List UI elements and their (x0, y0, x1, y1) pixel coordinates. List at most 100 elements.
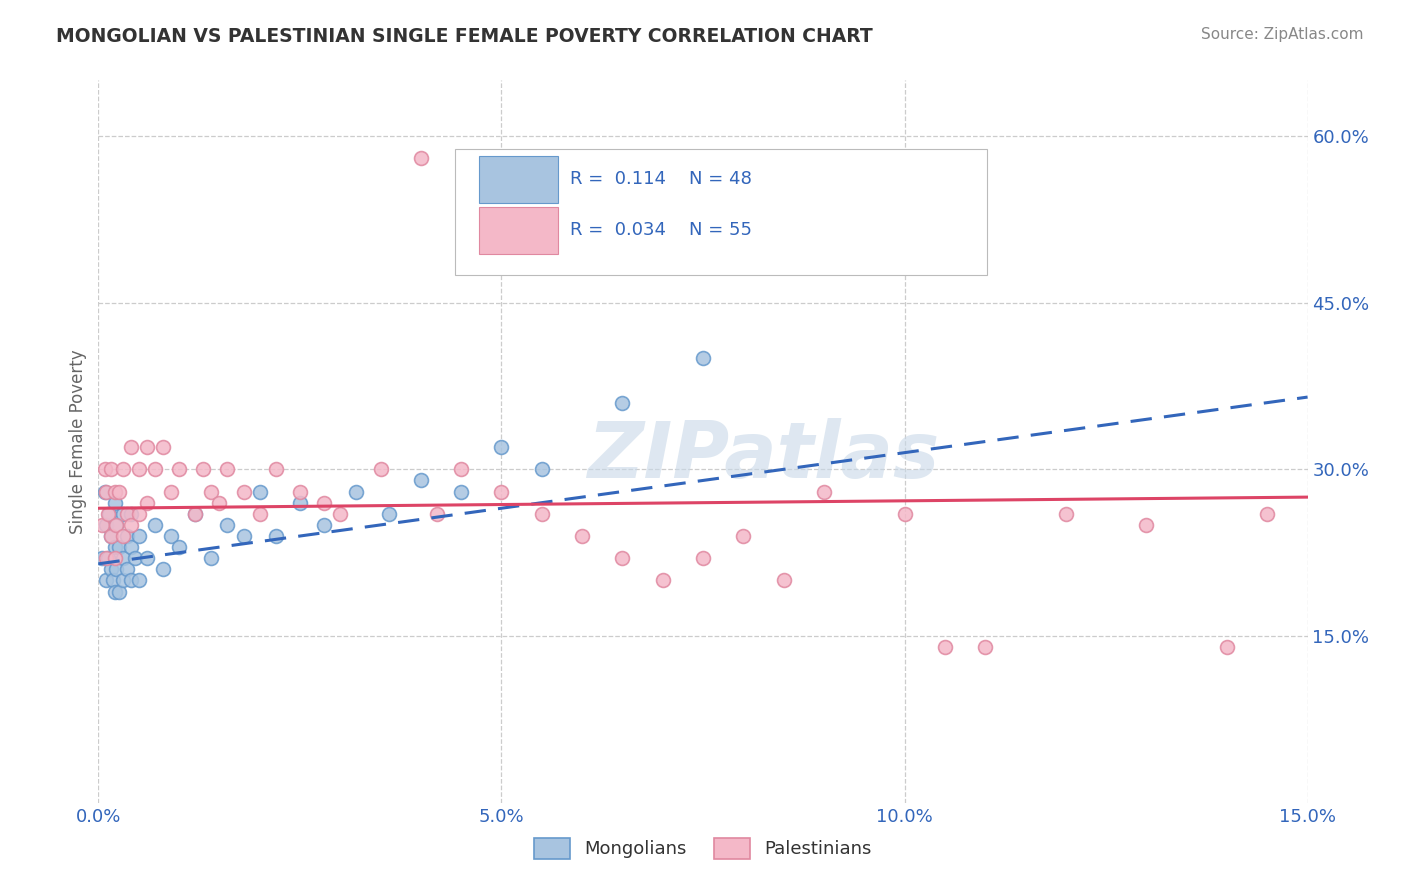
Point (167, 462, 190, 476)
Point (571, 529, 593, 543)
Point (426, 507, 449, 521)
Point (115, 529, 138, 543)
Point (115, 507, 138, 521)
Text: ZIPatlas: ZIPatlas (588, 418, 939, 494)
Point (692, 551, 714, 566)
Point (97, 507, 120, 521)
Point (530, 507, 553, 521)
Point (120, 540, 142, 554)
Text: Source: ZipAtlas.com: Source: ZipAtlas.com (1201, 27, 1364, 42)
Point (103, 540, 125, 554)
Point (288, 484, 311, 499)
Point (167, 540, 190, 554)
Point (612, 551, 634, 566)
Point (208, 496, 231, 510)
Point (100, 562, 122, 576)
Text: R =  0.034    N = 55: R = 0.034 N = 55 (569, 221, 752, 239)
Point (100, 529, 122, 543)
Point (409, 151, 432, 165)
Point (288, 496, 311, 510)
Point (103, 551, 125, 566)
Point (94, 484, 117, 499)
Point (217, 517, 239, 532)
Legend: Mongolians, Palestinians: Mongolians, Palestinians (527, 830, 879, 866)
Point (377, 507, 399, 521)
Point (264, 529, 287, 543)
Point (100, 462, 122, 476)
Point (934, 640, 956, 655)
Point (120, 574, 142, 588)
FancyBboxPatch shape (456, 149, 987, 276)
Point (1216, 640, 1239, 655)
Point (1135, 517, 1157, 532)
Point (314, 517, 336, 532)
Point (264, 462, 287, 476)
Point (91, 517, 114, 532)
FancyBboxPatch shape (479, 207, 558, 253)
Point (450, 462, 472, 476)
Point (813, 484, 835, 499)
Point (120, 517, 142, 532)
Point (530, 462, 553, 476)
Point (974, 640, 997, 655)
Point (249, 484, 271, 499)
Point (772, 574, 794, 588)
Point (143, 462, 166, 476)
Point (107, 484, 129, 499)
Text: R =  0.114    N = 48: R = 0.114 N = 48 (569, 170, 752, 188)
Text: MONGOLIAN VS PALESTINIAN SINGLE FEMALE POVERTY CORRELATION CHART: MONGOLIAN VS PALESTINIAN SINGLE FEMALE P… (56, 27, 873, 45)
Point (103, 484, 125, 499)
Point (491, 440, 513, 454)
Point (101, 574, 124, 588)
Point (692, 351, 714, 366)
Point (232, 529, 254, 543)
Point (107, 540, 129, 554)
Point (450, 484, 472, 499)
Point (120, 440, 142, 454)
FancyBboxPatch shape (479, 156, 558, 203)
Point (135, 496, 157, 510)
Point (128, 574, 150, 588)
Point (96, 484, 118, 499)
Point (111, 462, 134, 476)
Point (96, 551, 118, 566)
Point (91, 551, 114, 566)
Point (94, 462, 117, 476)
Point (193, 462, 215, 476)
Point (96, 517, 118, 532)
Point (370, 462, 392, 476)
Point (128, 529, 150, 543)
Point (97, 551, 120, 566)
Y-axis label: Single Female Poverty: Single Female Poverty (69, 350, 87, 533)
Point (100, 529, 122, 543)
Point (409, 474, 432, 488)
Point (120, 507, 142, 521)
Point (152, 562, 174, 576)
Point (329, 507, 352, 521)
Point (124, 551, 146, 566)
Point (200, 551, 222, 566)
Point (105, 562, 128, 576)
Point (612, 395, 634, 409)
Point (184, 507, 207, 521)
Point (160, 484, 183, 499)
Point (184, 507, 207, 521)
Point (152, 440, 174, 454)
Point (111, 507, 134, 521)
Point (103, 584, 125, 599)
Point (135, 551, 157, 566)
Point (128, 507, 150, 521)
Point (111, 551, 134, 566)
Point (232, 484, 254, 499)
Point (97, 507, 120, 521)
Point (105, 517, 128, 532)
Point (96, 574, 118, 588)
Point (107, 584, 129, 599)
Point (1054, 507, 1077, 521)
Point (1256, 507, 1278, 521)
Point (115, 562, 138, 576)
Point (893, 507, 915, 521)
Point (128, 462, 150, 476)
Point (733, 529, 755, 543)
Point (491, 484, 513, 499)
